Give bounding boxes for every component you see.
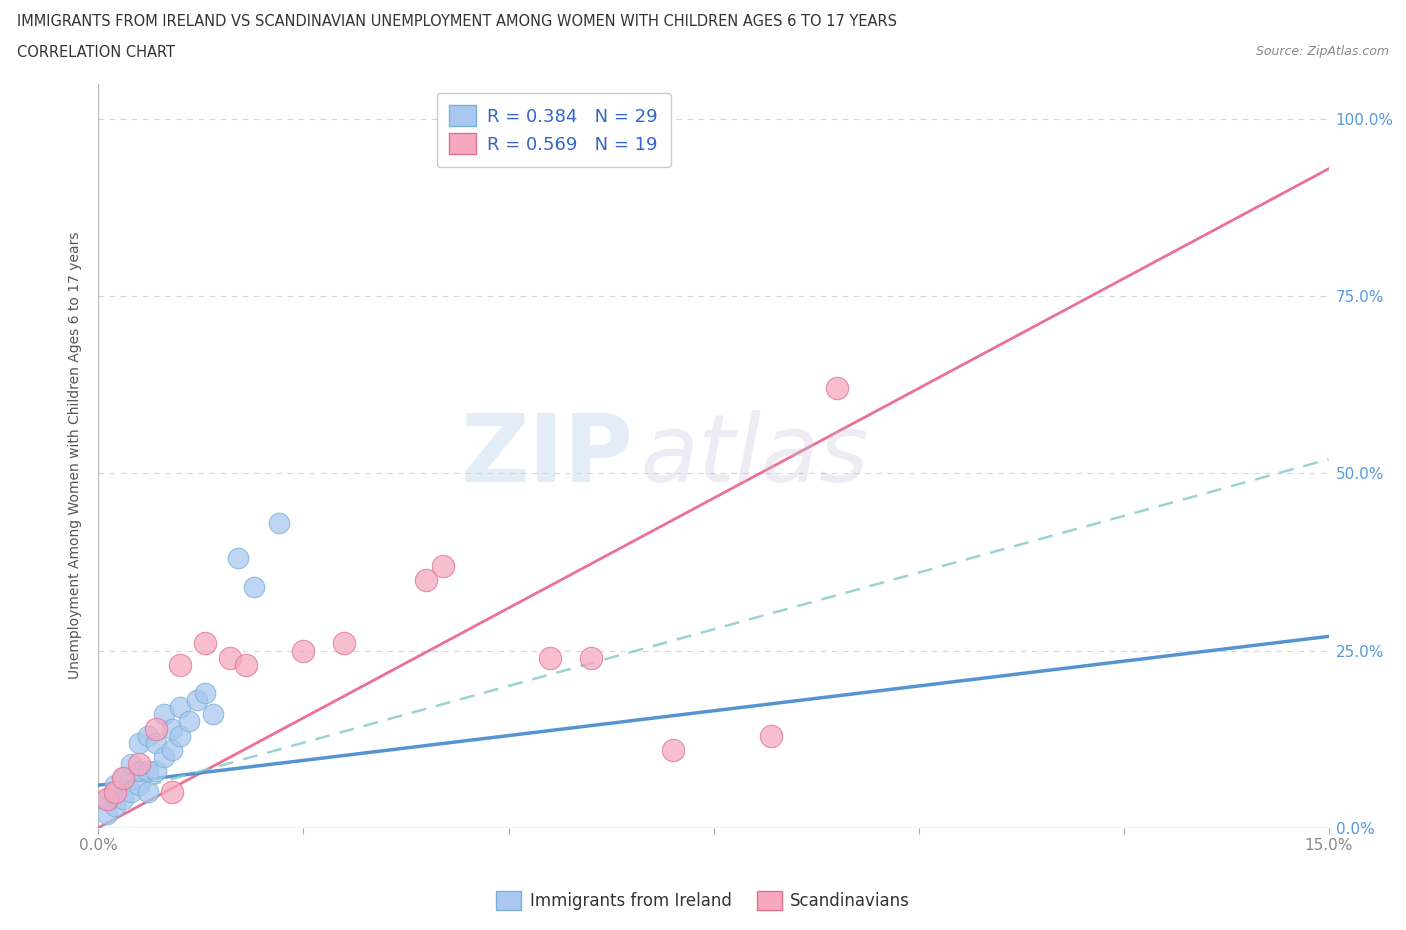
- Point: [661, 742, 683, 757]
- Point: [120, 756, 142, 771]
- Point: [145, 721, 167, 736]
- Point: [194, 685, 217, 700]
- Point: [267, 515, 290, 530]
- Point: [226, 551, 249, 565]
- Point: [169, 658, 191, 672]
- Point: [104, 785, 127, 800]
- Point: [415, 572, 437, 587]
- Point: [235, 658, 257, 672]
- Point: [333, 636, 356, 651]
- Text: IMMIGRANTS FROM IRELAND VS SCANDINAVIAN UNEMPLOYMENT AMONG WOMEN WITH CHILDREN A: IMMIGRANTS FROM IRELAND VS SCANDINAVIAN …: [17, 14, 897, 29]
- Legend: Immigrants from Ireland, Scandinavians: Immigrants from Ireland, Scandinavians: [489, 884, 917, 917]
- Point: [136, 728, 159, 743]
- Point: [145, 764, 167, 778]
- Point: [153, 707, 176, 722]
- Text: ZIP: ZIP: [461, 410, 634, 501]
- Text: CORRELATION CHART: CORRELATION CHART: [17, 45, 174, 60]
- Point: [162, 721, 184, 736]
- Point: [538, 650, 561, 665]
- Point: [96, 806, 118, 821]
- Point: [145, 736, 167, 751]
- Point: [825, 381, 848, 396]
- Y-axis label: Unemployment Among Women with Children Ages 6 to 17 years: Unemployment Among Women with Children A…: [69, 232, 83, 680]
- Point: [177, 714, 200, 729]
- Point: [136, 764, 159, 778]
- Point: [112, 792, 135, 807]
- Point: [104, 777, 127, 792]
- Point: [153, 750, 176, 764]
- Point: [128, 736, 150, 751]
- Point: [112, 771, 135, 786]
- Point: [120, 785, 142, 800]
- Point: [579, 650, 602, 665]
- Point: [169, 728, 191, 743]
- Point: [96, 792, 118, 807]
- Point: [169, 699, 191, 714]
- Point: [162, 785, 184, 800]
- Text: Source: ZipAtlas.com: Source: ZipAtlas.com: [1256, 45, 1389, 58]
- Point: [186, 693, 208, 708]
- Point: [292, 644, 315, 658]
- Point: [162, 742, 184, 757]
- Point: [243, 579, 266, 594]
- Point: [432, 558, 454, 573]
- Point: [96, 792, 118, 807]
- Point: [104, 799, 127, 814]
- Point: [194, 636, 217, 651]
- Point: [136, 785, 159, 800]
- Text: atlas: atlas: [640, 410, 868, 501]
- Point: [218, 650, 240, 665]
- Point: [759, 728, 782, 743]
- Point: [112, 771, 135, 786]
- Point: [202, 707, 225, 722]
- Point: [128, 777, 150, 792]
- Point: [128, 756, 150, 771]
- Legend: R = 0.384   N = 29, R = 0.569   N = 19: R = 0.384 N = 29, R = 0.569 N = 19: [437, 93, 671, 167]
- Point: [128, 764, 150, 778]
